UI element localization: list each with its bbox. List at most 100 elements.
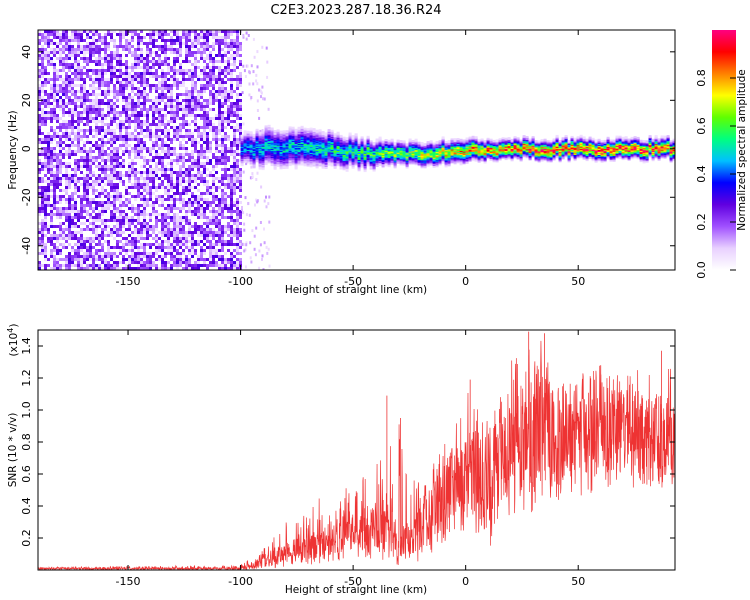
noise-cell [241,91,244,95]
noise-cell [80,237,83,240]
signal-cell [240,143,244,146]
noise-cell [110,204,113,207]
noise-cell [116,135,119,138]
noise-cell [143,123,146,126]
noise-cell [167,129,170,132]
noise-cell [185,147,188,150]
noise-cell [236,141,239,144]
noise-cell [38,195,41,198]
noise-cell [185,72,188,75]
noise-cell [167,57,170,60]
noise-cell [89,252,92,255]
noise-cell [53,93,56,96]
noise-cell [170,186,173,189]
noise-cell [125,75,128,78]
noise-cell [236,198,239,201]
noise-cell [62,30,65,33]
noise-cell [137,255,140,258]
noise-cell [256,171,259,175]
noise-cell [104,207,107,210]
noise-cell [194,126,197,129]
noise-cell [158,63,161,66]
noise-cell [149,129,152,132]
noise-cell [209,33,212,36]
noise-cell [41,162,44,165]
noise-cell [185,264,188,267]
signal-cell [249,163,253,165]
noise-cell [215,54,218,57]
noise-cell [113,111,116,114]
noise-cell [218,69,221,72]
noise-cell [233,168,236,171]
noise-cell [230,213,233,216]
noise-cell [155,111,158,114]
noise-cell [77,135,80,138]
noise-cell [71,36,74,39]
noise-cell [71,231,74,234]
noise-cell [206,66,209,69]
noise-cell [71,261,74,264]
noise-cell [194,240,197,243]
signal-cell [282,132,286,135]
noise-cell [62,90,65,93]
noise-cell [200,255,203,258]
noise-cell [200,204,203,207]
noise-cell [47,36,50,39]
noise-cell [161,222,164,225]
noise-cell [59,117,62,120]
noise-cell [107,57,110,60]
noise-cell [80,177,83,180]
noise-cell [167,120,170,123]
noise-cell [179,159,182,162]
noise-cell [224,231,227,234]
noise-cell [158,168,161,171]
noise-cell [212,123,215,126]
noise-cell [89,78,92,81]
noise-cell [155,105,158,108]
noise-cell [92,201,95,204]
noise-cell [161,186,164,189]
noise-cell [197,207,200,210]
noise-cell [137,267,140,270]
noise-cell [218,204,221,207]
noise-cell [164,45,167,48]
noise-cell [125,126,128,129]
noise-cell [128,135,131,138]
noise-cell [131,237,134,240]
noise-cell [125,240,128,243]
noise-cell [143,162,146,165]
noise-cell [152,84,155,87]
noise-cell [53,90,56,93]
noise-cell [152,174,155,177]
noise-cell [176,192,179,195]
noise-cell [107,90,110,93]
noise-cell [71,219,74,222]
noise-cell [77,258,80,261]
noise-cell [83,78,86,81]
noise-cell [256,99,259,103]
noise-cell [140,237,143,240]
noise-cell [56,48,59,51]
noise-cell [227,114,230,117]
signal-cell [306,134,310,137]
noise-cell [155,201,158,204]
noise-cell [206,189,209,192]
noise-cell [191,150,194,153]
noise-cell [155,243,158,246]
noise-cell [155,252,158,255]
noise-cell [215,186,218,189]
noise-cell [119,93,122,96]
noise-cell [143,141,146,144]
noise-cell [89,165,92,168]
signal-cell [309,159,313,162]
noise-cell [119,201,122,204]
noise-cell [59,171,62,174]
noise-cell [65,228,68,231]
noise-cell [104,102,107,105]
noise-cell [47,201,50,204]
noise-cell [194,129,197,132]
noise-cell [170,210,173,213]
noise-cell [128,228,131,231]
noise-cell [206,114,209,117]
noise-cell [206,216,209,219]
